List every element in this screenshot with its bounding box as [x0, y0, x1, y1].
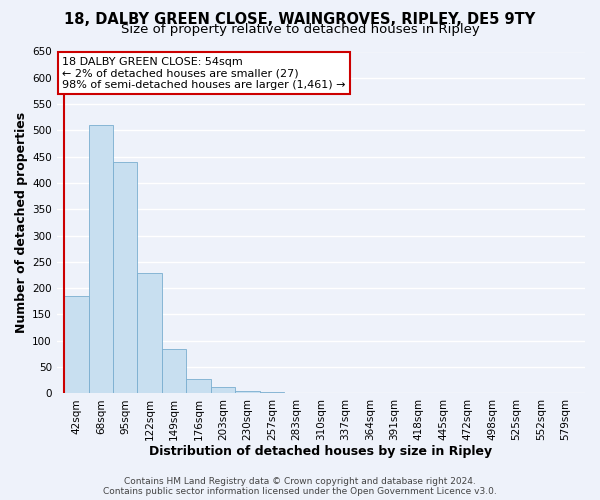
Bar: [137, 274, 162, 394]
Bar: [284, 393, 308, 394]
Bar: [187, 378, 211, 394]
Bar: [358, 393, 382, 394]
Text: Size of property relative to detached houses in Ripley: Size of property relative to detached ho…: [121, 22, 479, 36]
Bar: [211, 386, 235, 394]
Text: 18, DALBY GREEN CLOSE, WAINGROVES, RIPLEY, DE5 9TY: 18, DALBY GREEN CLOSE, WAINGROVES, RIPLE…: [64, 12, 536, 28]
Text: 18 DALBY GREEN CLOSE: 54sqm
← 2% of detached houses are smaller (27)
98% of semi: 18 DALBY GREEN CLOSE: 54sqm ← 2% of deta…: [62, 56, 346, 90]
Bar: [89, 125, 113, 394]
Text: Contains HM Land Registry data © Crown copyright and database right 2024.
Contai: Contains HM Land Registry data © Crown c…: [103, 476, 497, 496]
X-axis label: Distribution of detached houses by size in Ripley: Distribution of detached houses by size …: [149, 444, 493, 458]
Bar: [113, 162, 137, 394]
Y-axis label: Number of detached properties: Number of detached properties: [15, 112, 28, 333]
Bar: [235, 391, 260, 394]
Bar: [260, 392, 284, 394]
Bar: [162, 348, 187, 394]
Bar: [431, 393, 455, 394]
Bar: [64, 296, 89, 394]
Bar: [553, 393, 578, 394]
